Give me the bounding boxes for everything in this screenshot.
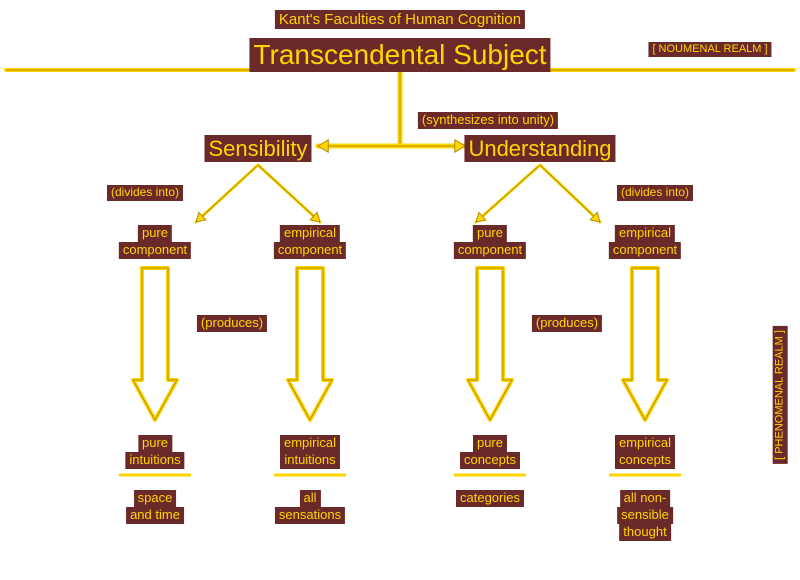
- empirical-component-sensibility: empiricalcomponent: [274, 225, 346, 259]
- produces-right: (produces): [532, 315, 602, 332]
- root-node: Transcendental Subject: [249, 38, 550, 72]
- all-sensations: allsensations: [275, 490, 345, 524]
- understanding-node: Understanding: [464, 135, 615, 162]
- pure-component-understanding: purecomponent: [454, 225, 526, 259]
- synthesizes-label: (synthesizes into unity): [418, 112, 558, 129]
- categories: categories: [456, 490, 524, 507]
- empirical-component-understanding: empiricalcomponent: [609, 225, 681, 259]
- diagram-lines: [0, 0, 800, 580]
- space-and-time: spaceand time: [126, 490, 184, 524]
- pure-concepts: pureconcepts: [460, 435, 520, 469]
- divides-into-right: (divides into): [617, 185, 693, 201]
- empirical-intuitions: empiricalintuitions: [280, 435, 340, 469]
- sensibility-node: Sensibility: [204, 135, 311, 162]
- noumenal-realm-label: [ NOUMENAL REALM ]: [648, 42, 771, 57]
- diagram-title: Kant's Faculties of Human Cognition: [275, 10, 525, 29]
- empirical-concepts: empiricalconcepts: [615, 435, 675, 469]
- all-non-sensible-thought: all non-sensiblethought: [617, 490, 673, 541]
- phenomenal-realm-label: [ PHENOMENAL REALM ]: [773, 326, 788, 464]
- pure-component-sensibility: purecomponent: [119, 225, 191, 259]
- divides-into-left: (divides into): [107, 185, 183, 201]
- pure-intuitions: pureintuitions: [125, 435, 184, 469]
- produces-left: (produces): [197, 315, 267, 332]
